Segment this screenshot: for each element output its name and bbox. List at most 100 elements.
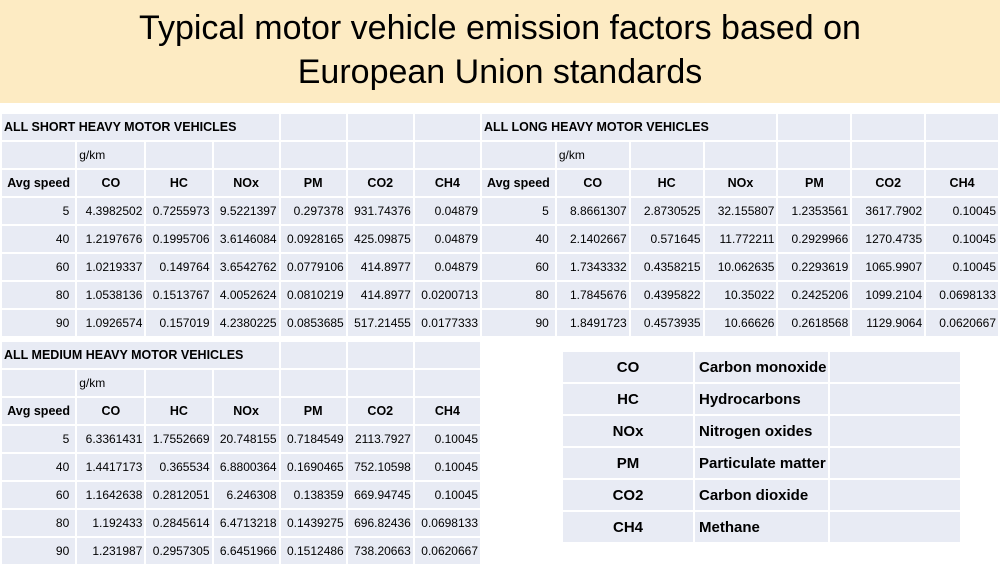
- table-cell: 90: [2, 310, 76, 336]
- table-cell: 5: [2, 426, 76, 452]
- table-cell: 0.2293619: [778, 254, 851, 280]
- column-header: CO2: [347, 170, 413, 196]
- table-cell: 6.246308: [213, 482, 279, 508]
- table-cell: 1.0538136: [77, 282, 145, 308]
- unit-label: g/km: [77, 370, 145, 396]
- table-cell: 0.04879: [414, 198, 480, 224]
- table-cell: 80: [2, 282, 76, 308]
- table-cell: 60: [482, 254, 555, 280]
- table-cell: 0.138359: [280, 482, 346, 508]
- table-cell: 0.10045: [414, 482, 480, 508]
- unit-label: g/km: [77, 142, 145, 168]
- legend-full-name: Carbon dioxide: [695, 480, 828, 510]
- table-cell: 0.2929966: [778, 226, 851, 252]
- table-cell: 60: [2, 254, 76, 280]
- table-cell: 0.4358215: [630, 254, 703, 280]
- table-cell: 3617.7902: [852, 198, 925, 224]
- legend-abbr: NOx: [563, 416, 693, 446]
- table-cell: 0.2845614: [146, 510, 212, 536]
- table-cell: 11.772211: [704, 226, 777, 252]
- column-header: CO2: [852, 170, 925, 196]
- legend-full-name: Particulate matter: [695, 448, 828, 478]
- legend-table: CO Carbon monoxide HC Hydrocarbons NOx Nitr…: [561, 350, 962, 544]
- table-cell: 0.571645: [630, 226, 703, 252]
- column-header: CO: [77, 398, 145, 424]
- table-cell: 1.231987: [77, 538, 145, 564]
- legend-abbr: PM: [563, 448, 693, 478]
- table-cell: 0.10045: [414, 454, 480, 480]
- column-header: HC: [630, 170, 703, 196]
- table-cell: 40: [482, 226, 555, 252]
- table-cell: 2.8730525: [630, 198, 703, 224]
- column-header: NOx: [213, 170, 279, 196]
- table-row: 80 1.7845676 0.4395822 10.35022 0.2425206 109…: [482, 282, 998, 308]
- table-cell: 80: [482, 282, 555, 308]
- table-cell: 1270.4735: [852, 226, 925, 252]
- long-heavy-title: ALL LONG HEAVY MOTOR VEHICLES: [482, 114, 777, 140]
- table-cell: 0.0779106: [280, 254, 346, 280]
- column-header: CO: [556, 170, 629, 196]
- column-header: NOx: [213, 398, 279, 424]
- medium-heavy-title: ALL MEDIUM HEAVY MOTOR VEHICLES: [2, 342, 279, 368]
- short-heavy-title: ALL SHORT HEAVY MOTOR VEHICLES: [2, 114, 279, 140]
- legend-row: PM Particulate matter: [563, 448, 960, 478]
- table-cell: 1.2353561: [778, 198, 851, 224]
- table-cell: 0.149764: [146, 254, 212, 280]
- short-heavy-body: 5 4.3982502 0.7255973 9.5221397 0.297378 931.…: [2, 198, 480, 336]
- table-cell: 0.0698133: [926, 282, 998, 308]
- table-cell: 0.7255973: [146, 198, 212, 224]
- legend-row: NOx Nitrogen oxides: [563, 416, 960, 446]
- column-header: Avg speed: [2, 170, 76, 196]
- table-cell: 1.7343332: [556, 254, 629, 280]
- table-cell: 0.0928165: [280, 226, 346, 252]
- table-cell: 0.157019: [146, 310, 212, 336]
- table-cell: 1065.9907: [852, 254, 925, 280]
- table-cell: 20.748155: [213, 426, 279, 452]
- table-cell: 4.0052624: [213, 282, 279, 308]
- header-row: Avg speed CO HC NOx PM CO2 CH4: [2, 170, 480, 196]
- column-header: HC: [146, 170, 212, 196]
- table-cell: 517.21455: [347, 310, 413, 336]
- table-cell: 0.4395822: [630, 282, 703, 308]
- table-row: 40 1.4417173 0.365534 6.8800364 0.1690465 752…: [2, 454, 480, 480]
- table-cell: 3.6146084: [213, 226, 279, 252]
- table-cell: 1129.9064: [852, 310, 925, 336]
- table-cell: 6.4713218: [213, 510, 279, 536]
- table-cell: 1.4417173: [77, 454, 145, 480]
- table-cell: 1.0219337: [77, 254, 145, 280]
- title-banner: Typical motor vehicle emission factors b…: [0, 0, 1000, 103]
- table-cell: 425.09875: [347, 226, 413, 252]
- long-heavy-table: ALL LONG HEAVY MOTOR VEHICLES g/km Avg s…: [480, 112, 1000, 338]
- table-row: 80 1.192433 0.2845614 6.4713218 0.1439275 696…: [2, 510, 480, 536]
- table-cell: 0.0853685: [280, 310, 346, 336]
- table-row: 60 1.1642638 0.2812051 6.246308 0.138359 669.…: [2, 482, 480, 508]
- medium-heavy-body: 5 6.3361431 1.7552669 20.748155 0.7184549 211…: [2, 426, 480, 564]
- table-cell: 0.0620667: [926, 310, 998, 336]
- table-cell: 2113.7927: [347, 426, 413, 452]
- table-cell: 1.7552669: [146, 426, 212, 452]
- table-cell: 0.04879: [414, 226, 480, 252]
- table-row: 90 1.8491723 0.4573935 10.66626 0.2618568 112…: [482, 310, 998, 336]
- column-header: CH4: [926, 170, 998, 196]
- table-row: 40 1.2197676 0.1995706 3.6146084 0.0928165 42…: [2, 226, 480, 252]
- table-cell: 752.10598: [347, 454, 413, 480]
- table-cell: 40: [2, 454, 76, 480]
- column-header: CH4: [414, 398, 480, 424]
- column-header: NOx: [704, 170, 777, 196]
- long-heavy-body: 5 8.8661307 2.8730525 32.155807 1.2353561 361…: [482, 198, 998, 336]
- table-cell: 10.062635: [704, 254, 777, 280]
- legend-abbr: CO: [563, 352, 693, 382]
- table-cell: 414.8977: [347, 254, 413, 280]
- table-cell: 0.2957305: [146, 538, 212, 564]
- table-cell: 0.10045: [414, 426, 480, 452]
- legend-abbr: CH4: [563, 512, 693, 542]
- short-heavy-table: ALL SHORT HEAVY MOTOR VEHICLES g/km Avg …: [0, 112, 482, 338]
- column-header: CH4: [414, 170, 480, 196]
- table-cell: 931.74376: [347, 198, 413, 224]
- table-cell: 0.10045: [926, 198, 998, 224]
- table-cell: 0.7184549: [280, 426, 346, 452]
- table-cell: 0.1513767: [146, 282, 212, 308]
- table-cell: 0.0620667: [414, 538, 480, 564]
- legend-abbr: HC: [563, 384, 693, 414]
- table-cell: 0.0177333: [414, 310, 480, 336]
